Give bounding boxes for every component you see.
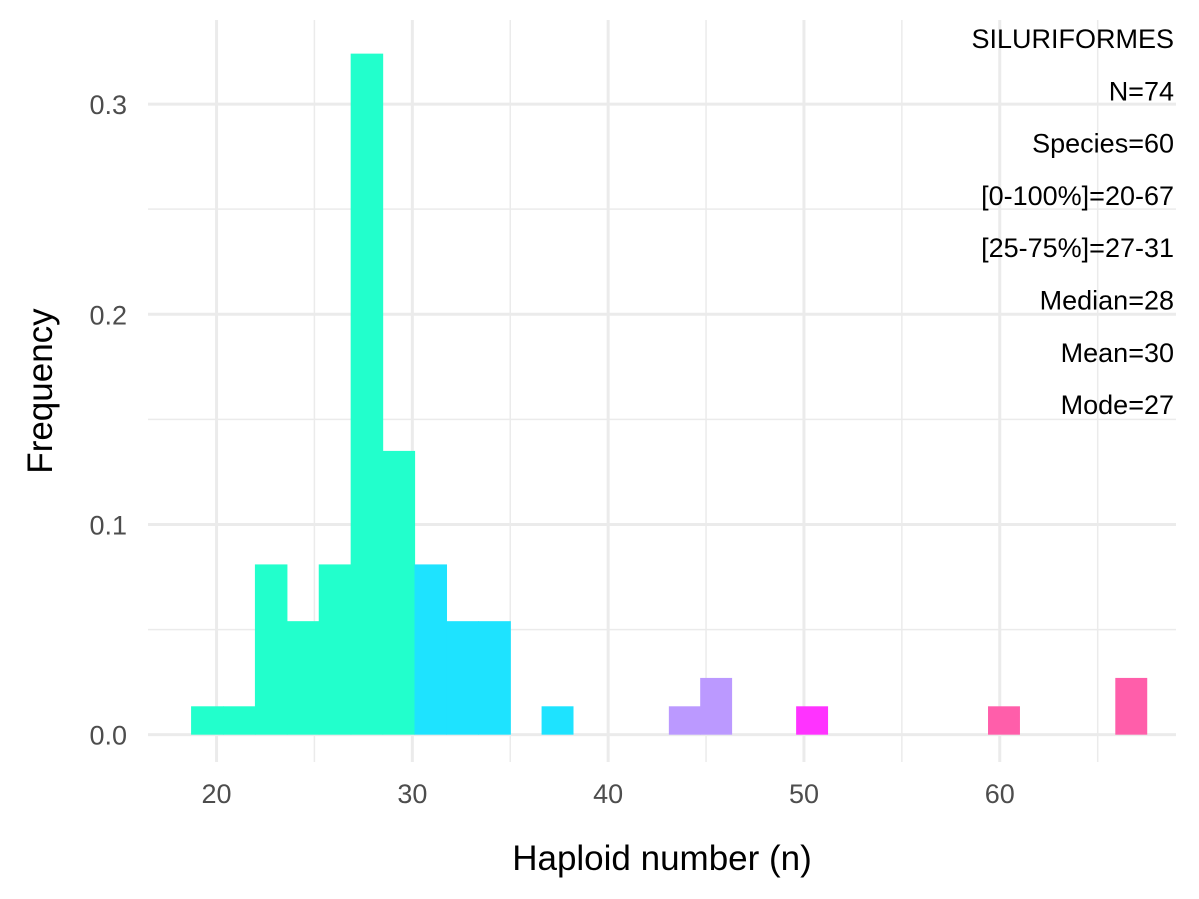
summary-annotation-line: Mean=30 <box>1061 338 1174 368</box>
y-tick-label: 0.2 <box>89 300 127 330</box>
x-tick-label: 30 <box>397 779 427 809</box>
histogram-bar <box>318 564 352 735</box>
y-axis-tick-labels: 0.0 0.1 0.2 0.3 <box>89 90 127 751</box>
x-axis-title: Haploid number (n) <box>512 839 812 878</box>
summary-annotations: SILURIFORMES N=74 Species=60 [0-100%]=20-67… <box>971 24 1174 420</box>
x-tick-label: 20 <box>202 779 232 809</box>
histogram-bar <box>796 706 829 735</box>
histogram-bar <box>254 564 288 735</box>
histogram-bar <box>478 621 511 735</box>
x-tick-label: 50 <box>789 779 819 809</box>
histogram-bar <box>191 706 224 735</box>
histogram-bar <box>541 706 574 735</box>
summary-annotation-line: Species=60 <box>1032 129 1174 159</box>
x-tick-label: 40 <box>593 779 623 809</box>
histogram-bar <box>350 53 384 735</box>
histogram-bar <box>382 450 416 735</box>
y-tick-label: 0.3 <box>89 90 127 120</box>
summary-annotation-line: SILURIFORMES <box>971 24 1174 54</box>
histogram-bar <box>222 706 256 735</box>
histogram-bar <box>414 564 448 735</box>
histogram-bar <box>446 621 479 735</box>
x-tick-label: 60 <box>985 779 1015 809</box>
y-tick-label: 0.1 <box>89 510 127 540</box>
histogram-bar <box>700 677 733 735</box>
histogram-bar <box>286 621 320 735</box>
histogram-bar <box>988 706 1020 735</box>
summary-annotation-line: [25-75%]=27-31 <box>981 233 1174 263</box>
histogram-bar <box>1115 677 1148 735</box>
summary-annotation-line: Mode=27 <box>1061 390 1174 420</box>
histogram-bars <box>191 53 1148 735</box>
summary-annotation-line: [0-100%]=20-67 <box>981 181 1174 211</box>
y-axis-title: Frequency <box>21 308 60 474</box>
summary-annotation-line: Median=28 <box>1040 286 1174 316</box>
y-tick-label: 0.0 <box>89 721 127 751</box>
summary-annotation-line: N=74 <box>1109 76 1174 106</box>
x-axis-tick-labels: 20 30 40 50 60 <box>202 779 1015 809</box>
histogram-bar <box>668 706 701 735</box>
